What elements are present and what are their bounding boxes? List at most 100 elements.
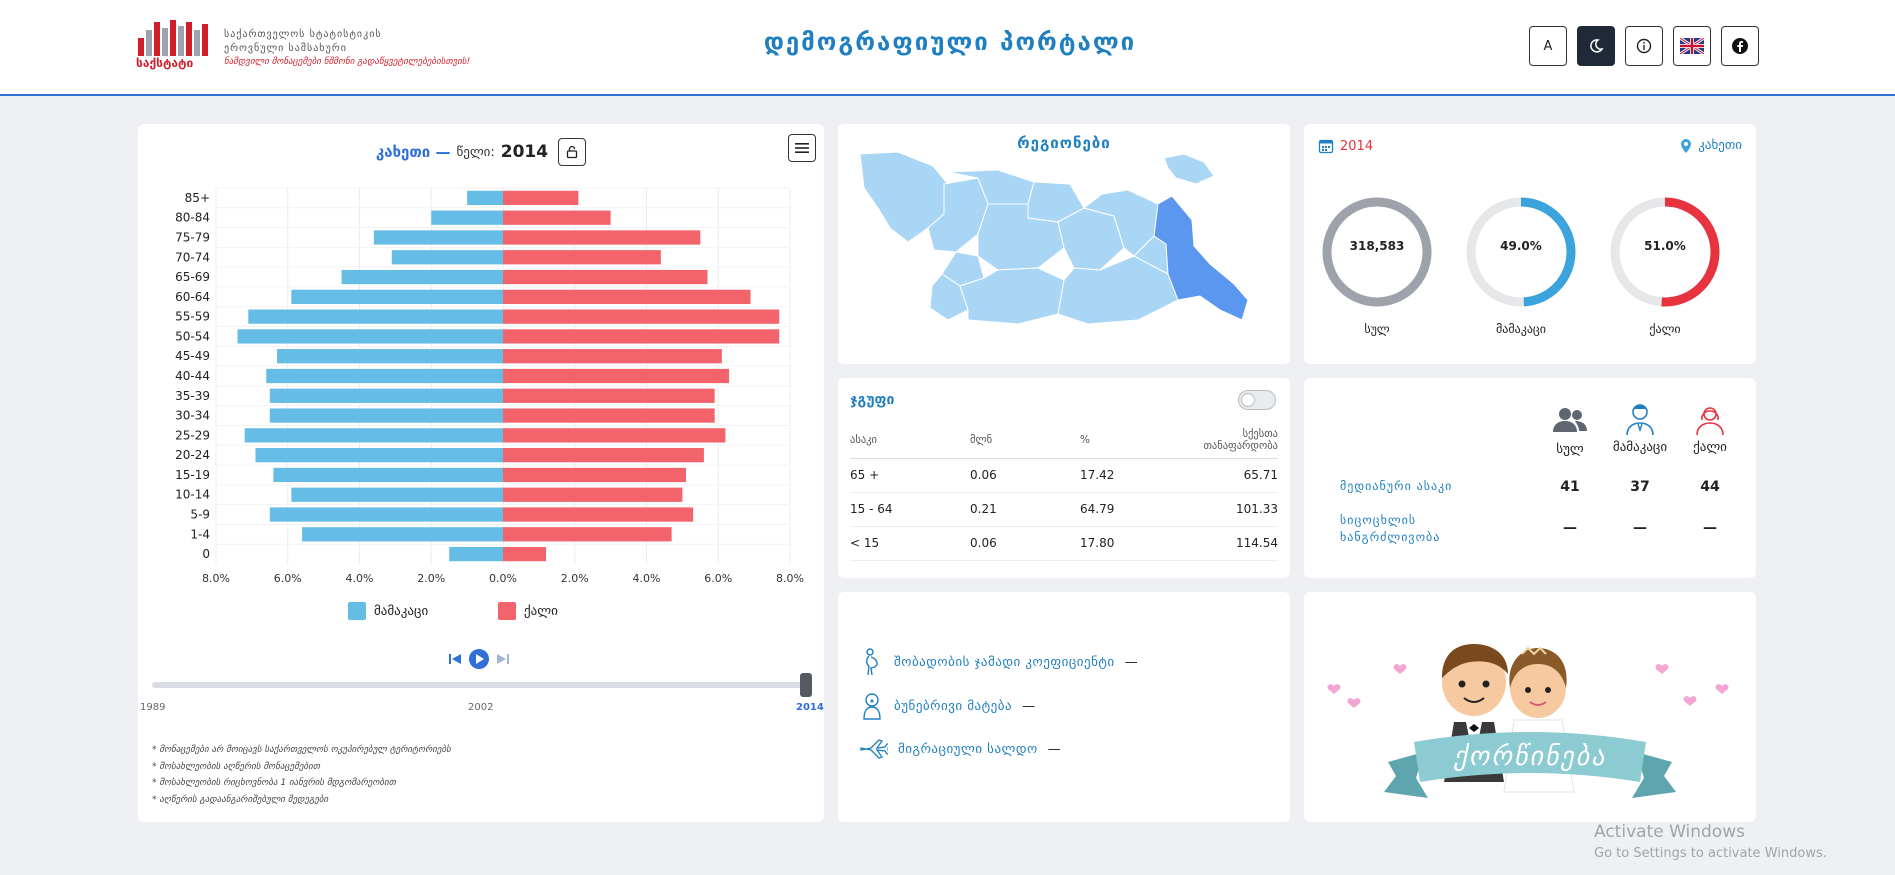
legend-male-swatch bbox=[348, 602, 366, 620]
female-bar bbox=[503, 448, 704, 463]
playback-controls bbox=[448, 648, 510, 670]
y-tick-label: 20-24 bbox=[175, 448, 210, 462]
population-pyramid-chart: 8.0% 6.0% 4.0% 2.0% 0.0% 2.0% 4.0% 6.0% 8.0% 85+ 8… bbox=[175, 187, 804, 584]
year-slider-thumb[interactable] bbox=[800, 673, 812, 697]
region-samtskhe[interactable] bbox=[959, 267, 1065, 325]
male-bar bbox=[467, 190, 503, 206]
activate-windows-watermark: Activate Windows bbox=[1594, 822, 1745, 842]
female-bar bbox=[503, 368, 730, 384]
airplane-icon bbox=[860, 739, 888, 759]
skip-back-icon[interactable] bbox=[448, 652, 462, 666]
year-slider-track[interactable] bbox=[152, 682, 808, 688]
stats-year: 2014 bbox=[1318, 138, 1373, 154]
logo-bars-icon bbox=[138, 20, 208, 56]
hamburger-icon bbox=[795, 143, 809, 153]
users-icon bbox=[1553, 408, 1587, 432]
cell-mln: 0.06 bbox=[970, 458, 1080, 493]
female-bar bbox=[503, 487, 683, 502]
play-icon[interactable] bbox=[468, 648, 490, 670]
legend-female[interactable]: ქალი bbox=[498, 602, 558, 620]
hearts-icon bbox=[1327, 664, 1729, 708]
language-button[interactable] bbox=[1673, 26, 1711, 66]
male-bar bbox=[391, 250, 503, 265]
region-south-ossetia[interactable] bbox=[1163, 153, 1215, 185]
natural-increase-value: — bbox=[1022, 698, 1036, 714]
baby-icon bbox=[863, 693, 881, 720]
ring-total: 318,583 სულ bbox=[1312, 192, 1442, 336]
y-tick-label: 40-44 bbox=[175, 369, 210, 383]
migration-indicator[interactable]: მიგრაციული სალდო — bbox=[860, 738, 1061, 760]
logo-line-1: საქართველოს სტატისტიკის bbox=[224, 29, 382, 40]
y-tick-label: 0 bbox=[202, 547, 210, 561]
ring-total-label: სულ bbox=[1364, 322, 1390, 336]
male-bar bbox=[449, 546, 503, 562]
region-imereti[interactable] bbox=[977, 203, 1065, 271]
page-title: დემოგრაფიული პორტალი bbox=[763, 28, 1137, 56]
chart-menu-button[interactable] bbox=[788, 134, 816, 162]
facebook-button[interactable] bbox=[1721, 26, 1759, 66]
ring-fill bbox=[1610, 197, 1720, 307]
marriage-card[interactable]: ქორწინება bbox=[1304, 592, 1756, 822]
region-kakheti[interactable] bbox=[1153, 195, 1249, 321]
cell-age: < 15 bbox=[850, 526, 970, 561]
geostat-logo[interactable]: საქსტატი საქართველოს სტატისტიკის ეროვნულ… bbox=[136, 18, 470, 74]
col-age: ასაკი bbox=[850, 422, 970, 459]
facebook-icon bbox=[1732, 38, 1748, 54]
fertility-indicator[interactable]: შობადობის ჯამადი კოეფიციენტი — bbox=[860, 648, 1138, 676]
male-bar bbox=[341, 269, 503, 285]
male-bar bbox=[431, 210, 503, 225]
median-age-label: მედიანური ასაკი bbox=[1340, 479, 1453, 493]
woman-icon bbox=[1696, 407, 1724, 436]
migration-label: მიგრაციული სალდო bbox=[898, 741, 1038, 757]
footnote: * მოსახლეობის აღწერის მონაცემებით bbox=[152, 761, 321, 772]
footnote: * მონაცემები არ მოიცავს საქართველოს ოკუპ… bbox=[152, 745, 451, 755]
male-bar bbox=[291, 289, 503, 304]
pyramid-year: 2014 bbox=[500, 142, 549, 162]
georgia-regions-map bbox=[859, 151, 1249, 325]
cell-mln: 0.06 bbox=[970, 526, 1080, 561]
info-button[interactable] bbox=[1625, 26, 1663, 66]
font-size-button[interactable]: A bbox=[1529, 26, 1567, 66]
skip-forward-icon[interactable] bbox=[496, 652, 510, 666]
table-row: < 15 0.06 17.80 114.54 bbox=[850, 526, 1278, 561]
uk-flag-icon bbox=[1680, 38, 1704, 54]
stats-year-value: 2014 bbox=[1340, 138, 1374, 154]
col-male: მამაკაცი bbox=[1610, 402, 1670, 455]
population-pyramid-card: კახეთი — წელი: 2014 8.0% 6.0% 4.0% 2.0% 0.0%… bbox=[138, 124, 824, 822]
legend-female-label: ქალი bbox=[524, 603, 558, 619]
moon-icon bbox=[1590, 39, 1604, 53]
col-total: სულ bbox=[1540, 406, 1600, 457]
man-icon bbox=[1626, 404, 1654, 436]
legend-male[interactable]: მამაკაცი bbox=[348, 602, 428, 620]
male-bar bbox=[237, 329, 503, 344]
y-tick-label: 30-34 bbox=[175, 409, 210, 423]
male-bar bbox=[291, 487, 503, 502]
median-age-total: 41 bbox=[1560, 479, 1580, 495]
info-icon bbox=[1636, 38, 1652, 54]
male-bar bbox=[269, 388, 503, 403]
table-row: 65 + 0.06 17.42 65.71 bbox=[850, 458, 1278, 493]
male-bar bbox=[269, 507, 503, 522]
natural-increase-indicator[interactable]: ბუნებრივი მატება — bbox=[860, 692, 1036, 720]
toggle-knob bbox=[1241, 393, 1255, 407]
median-age-male: 37 bbox=[1630, 479, 1650, 495]
age-groups-card: ჯგუფი ასაკი მლნ % სქესთა თანაფარდობა 65 … bbox=[838, 378, 1290, 578]
lock-year-button[interactable] bbox=[558, 138, 587, 166]
groups-toggle[interactable] bbox=[1238, 390, 1276, 410]
life-expectancy-label-2: ხანგრძლივობა bbox=[1340, 530, 1441, 544]
col-female-label: ქალი bbox=[1693, 440, 1727, 455]
ring-fill bbox=[1466, 197, 1576, 307]
life-expectancy-label-1: სიცოცხლის bbox=[1340, 513, 1417, 527]
ring-male-chart bbox=[1466, 197, 1576, 307]
fertility-value: — bbox=[1124, 654, 1139, 670]
migration-value: — bbox=[1047, 741, 1062, 757]
unlock-icon bbox=[566, 145, 578, 159]
indicators-card: შობადობის ჯამადი კოეფიციენტი — ბუნებრივი… bbox=[838, 592, 1290, 822]
female-bar bbox=[503, 546, 547, 562]
col-pct: % bbox=[1080, 422, 1170, 459]
y-tick-label: 65-69 bbox=[175, 270, 210, 284]
dark-mode-button[interactable] bbox=[1577, 26, 1615, 66]
x-tick-label: 4.0% bbox=[346, 572, 374, 584]
y-tick-label: 50-54 bbox=[175, 329, 210, 343]
wedding-couple-illustration bbox=[1327, 644, 1729, 798]
